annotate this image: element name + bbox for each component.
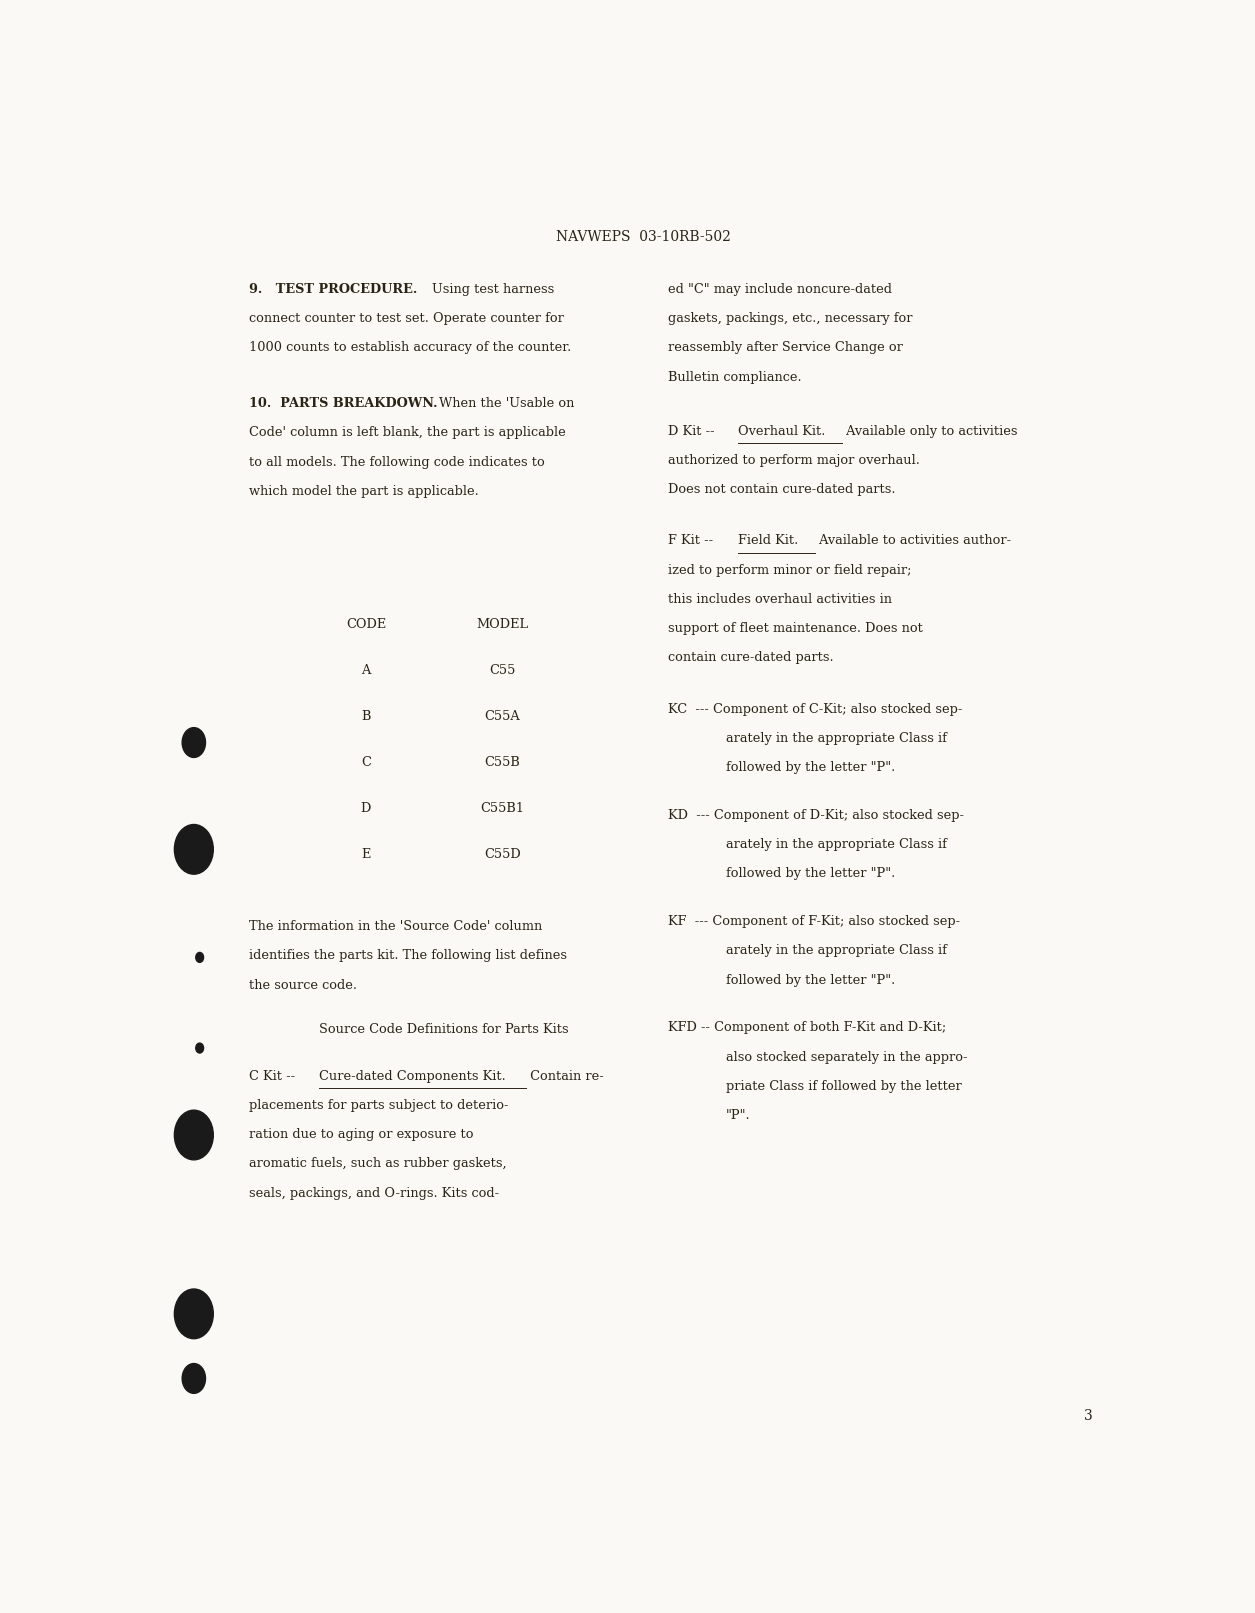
Text: KC  --- Component of C-Kit; also stocked sep-: KC --- Component of C-Kit; also stocked …: [668, 703, 961, 716]
Text: C55D: C55D: [483, 848, 521, 861]
Text: "P".: "P".: [725, 1108, 750, 1123]
Text: C55: C55: [489, 665, 516, 677]
Text: B: B: [361, 710, 370, 723]
Text: KFD -- Component of both F-Kit and D-Kit;: KFD -- Component of both F-Kit and D-Kit…: [668, 1021, 945, 1034]
Text: C: C: [361, 756, 371, 769]
Text: KF  --- Component of F-Kit; also stocked sep-: KF --- Component of F-Kit; also stocked …: [668, 915, 960, 927]
Text: Bulletin compliance.: Bulletin compliance.: [668, 371, 801, 384]
Text: Contain re-: Contain re-: [527, 1069, 604, 1082]
Text: authorized to perform major overhaul.: authorized to perform major overhaul.: [668, 453, 920, 466]
Text: placements for parts subject to deterio-: placements for parts subject to deterio-: [250, 1098, 508, 1111]
Text: When the 'Usable on: When the 'Usable on: [439, 397, 575, 410]
Text: C55A: C55A: [484, 710, 520, 723]
Circle shape: [196, 952, 203, 963]
Text: ized to perform minor or field repair;: ized to perform minor or field repair;: [668, 563, 911, 577]
Text: KD  --- Component of D-Kit; also stocked sep-: KD --- Component of D-Kit; also stocked …: [668, 810, 964, 823]
Text: aromatic fuels, such as rubber gaskets,: aromatic fuels, such as rubber gaskets,: [250, 1158, 507, 1171]
Text: reassembly after Service Change or: reassembly after Service Change or: [668, 342, 902, 355]
Text: to all models. The following code indicates to: to all models. The following code indica…: [250, 455, 545, 469]
Text: 9.   TEST PROCEDURE.: 9. TEST PROCEDURE.: [250, 282, 418, 295]
Text: arately in the appropriate Class if: arately in the appropriate Class if: [725, 944, 946, 958]
Text: The information in the 'Source Code' column: The information in the 'Source Code' col…: [250, 919, 542, 934]
Text: which model the part is applicable.: which model the part is applicable.: [250, 486, 479, 498]
Text: MODEL: MODEL: [476, 618, 528, 631]
Circle shape: [196, 1044, 203, 1053]
Text: 3: 3: [1084, 1408, 1093, 1423]
Text: the source code.: the source code.: [250, 979, 358, 992]
Text: Does not contain cure-dated parts.: Does not contain cure-dated parts.: [668, 482, 895, 495]
Text: Field Kit.: Field Kit.: [738, 534, 798, 547]
Circle shape: [174, 1110, 213, 1160]
Text: also stocked separately in the appro-: also stocked separately in the appro-: [725, 1050, 968, 1063]
Text: D Kit --: D Kit --: [668, 424, 718, 437]
Text: Using test harness: Using test harness: [432, 282, 555, 295]
Text: ed "C" may include noncure-dated: ed "C" may include noncure-dated: [668, 282, 891, 295]
Text: C55B1: C55B1: [481, 802, 525, 815]
Text: F Kit --: F Kit --: [668, 534, 717, 547]
Text: followed by the letter "P".: followed by the letter "P".: [725, 868, 895, 881]
Text: Available to activities author-: Available to activities author-: [816, 534, 1012, 547]
Text: ration due to aging or exposure to: ration due to aging or exposure to: [250, 1127, 474, 1140]
Text: C55B: C55B: [484, 756, 520, 769]
Circle shape: [182, 1363, 206, 1394]
Text: contain cure-dated parts.: contain cure-dated parts.: [668, 652, 833, 665]
Text: NAVWEPS  03-10RB-502: NAVWEPS 03-10RB-502: [556, 231, 730, 244]
Text: D: D: [360, 802, 371, 815]
Text: Overhaul Kit.: Overhaul Kit.: [738, 424, 825, 437]
Circle shape: [174, 824, 213, 874]
Text: this includes overhaul activities in: this includes overhaul activities in: [668, 594, 891, 606]
Text: Source Code Definitions for Parts Kits: Source Code Definitions for Parts Kits: [319, 1023, 569, 1036]
Text: 1000 counts to establish accuracy of the counter.: 1000 counts to establish accuracy of the…: [250, 342, 571, 355]
Text: Code' column is left blank, the part is applicable: Code' column is left blank, the part is …: [250, 426, 566, 439]
Text: A: A: [361, 665, 370, 677]
Text: gaskets, packings, etc., necessary for: gaskets, packings, etc., necessary for: [668, 313, 912, 326]
Text: 10.  PARTS BREAKDOWN.: 10. PARTS BREAKDOWN.: [250, 397, 438, 410]
Text: C Kit --: C Kit --: [250, 1069, 300, 1082]
Text: CODE: CODE: [346, 618, 387, 631]
Text: arately in the appropriate Class if: arately in the appropriate Class if: [725, 732, 946, 745]
Text: Available only to activities: Available only to activities: [842, 424, 1017, 437]
Text: E: E: [361, 848, 370, 861]
Text: connect counter to test set. Operate counter for: connect counter to test set. Operate cou…: [250, 313, 565, 326]
Text: Cure-dated Components Kit.: Cure-dated Components Kit.: [319, 1069, 506, 1082]
Circle shape: [174, 1289, 213, 1339]
Text: followed by the letter "P".: followed by the letter "P".: [725, 974, 895, 987]
Circle shape: [182, 727, 206, 758]
Text: seals, packings, and O-rings. Kits cod-: seals, packings, and O-rings. Kits cod-: [250, 1187, 499, 1200]
Text: arately in the appropriate Class if: arately in the appropriate Class if: [725, 839, 946, 852]
Text: identifies the parts kit. The following list defines: identifies the parts kit. The following …: [250, 950, 567, 963]
Text: support of fleet maintenance. Does not: support of fleet maintenance. Does not: [668, 623, 922, 636]
Text: followed by the letter "P".: followed by the letter "P".: [725, 761, 895, 774]
Text: priate Class if followed by the letter: priate Class if followed by the letter: [725, 1079, 961, 1092]
